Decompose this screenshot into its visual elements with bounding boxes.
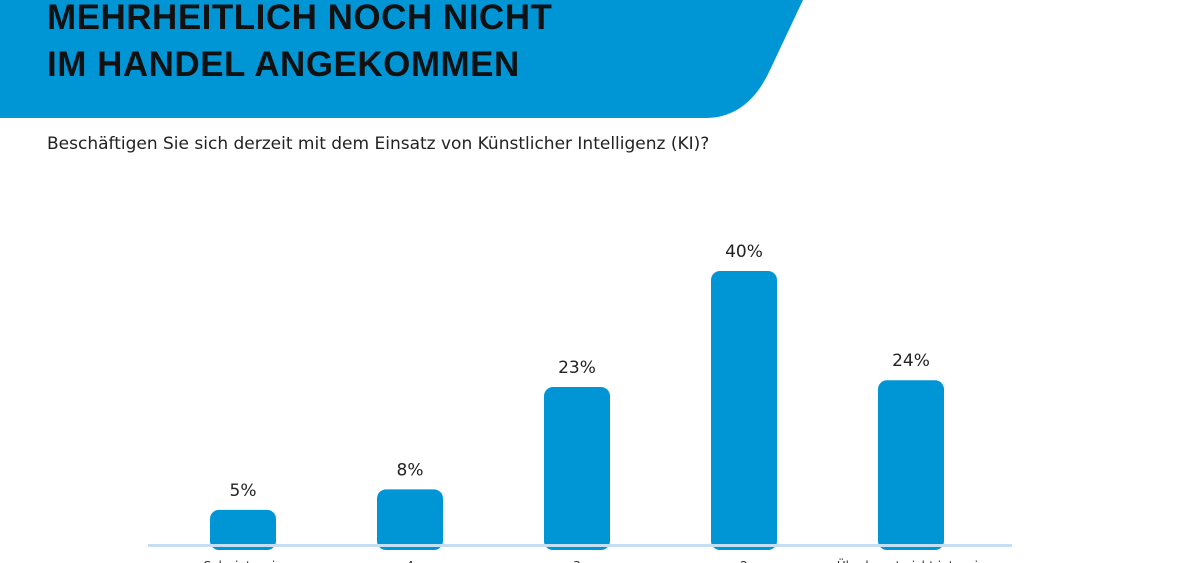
bar: [711, 271, 777, 550]
bar: [878, 380, 944, 550]
data-label: 24%: [892, 351, 930, 371]
chart-question: Beschäftigen Sie sich derzeit mit dem Ei…: [47, 134, 710, 154]
page-title: MEHRHEITLICH NOCH NICHT IM HANDEL ANGEKO…: [47, 0, 552, 88]
bar: [377, 489, 443, 550]
bar: [544, 387, 610, 550]
data-label: 5%: [230, 481, 257, 501]
data-label: 8%: [397, 460, 424, 480]
x-axis-line: [148, 544, 1012, 547]
banner-shape: [0, 0, 803, 118]
category-label: 3: [573, 559, 581, 563]
bar: [210, 509, 276, 550]
category-label: 4: [406, 559, 414, 563]
data-label: 40%: [725, 242, 763, 262]
title-line-2: IM HANDEL ANGEKOMMEN: [47, 45, 520, 84]
category-label: 2: [740, 559, 748, 563]
title-line-1: MEHRHEITLICH NOCH NICHT: [47, 0, 553, 37]
header-banner: [0, 0, 803, 118]
data-label: 23%: [558, 358, 596, 378]
category-label: Überhaupt nicht intensiv: [837, 557, 985, 563]
category-label: Sehr intensiv: [204, 559, 283, 563]
